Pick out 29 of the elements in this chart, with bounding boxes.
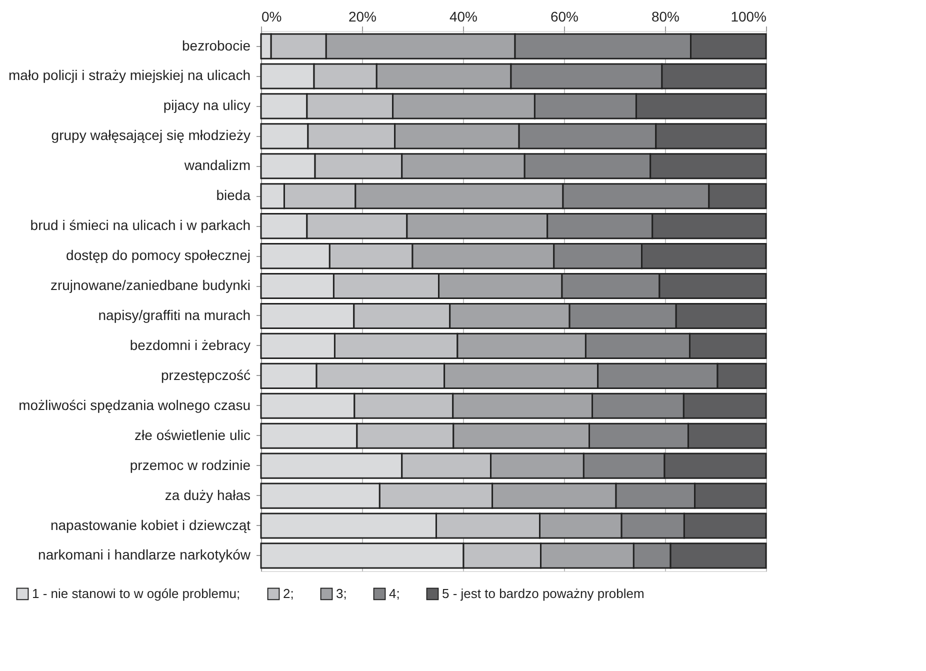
y-tick-label: bezdomni i żebracy (130, 336, 250, 353)
legend-label: 1 - nie stanowi to w ogóle problemu; (32, 586, 240, 601)
y-tick-label: bieda (216, 187, 251, 204)
x-tick-label: 60% (550, 8, 579, 24)
x-tick-label: 40% (449, 8, 478, 24)
y-tick-label: narkomani i handlarze narkotyków (38, 546, 252, 563)
legend-label: 5 - jest to bardzo poważny problem (442, 586, 644, 601)
y-tick-label: grupy wałęsającej się młodzieży (51, 127, 250, 144)
y-tick-label: bezrobocie (182, 37, 251, 54)
legend-label: 4; (389, 586, 400, 601)
y-tick-label: przestępczość (161, 366, 250, 383)
y-tick-label: dostęp do pomocy społecznej (66, 247, 250, 264)
y-tick-label: pijacy na ulicy (163, 97, 250, 114)
y-tick-label: brud i śmieci na ulicach i w parkach (30, 217, 250, 234)
x-tick-label: 20% (348, 8, 377, 24)
legend-label: 2; (283, 586, 294, 601)
y-tick-label: przemoc w rodzinie (130, 456, 251, 473)
legend-label: 3; (336, 586, 347, 601)
y-tick-label: napisy/graffiti na murach (98, 306, 250, 323)
y-tick-label: złe oświetlenie ulic (134, 426, 250, 443)
x-tick-label: 0% (262, 8, 282, 24)
x-tick-label: 100% (730, 8, 766, 24)
x-tick-label: 80% (651, 8, 680, 24)
y-tick-label: za duży hałas (164, 486, 250, 503)
y-tick-label: mało policji i straży miejskiej na ulicach (8, 67, 250, 84)
y-tick-label: zrujnowane/zaniedbane budynki (50, 277, 250, 294)
y-tick-label: napastowanie kobiet i dziewcząt (50, 516, 251, 533)
y-tick-label: możliwości spędzania wolnego czasu (18, 396, 250, 413)
y-tick-label: wandalizm (183, 157, 250, 174)
